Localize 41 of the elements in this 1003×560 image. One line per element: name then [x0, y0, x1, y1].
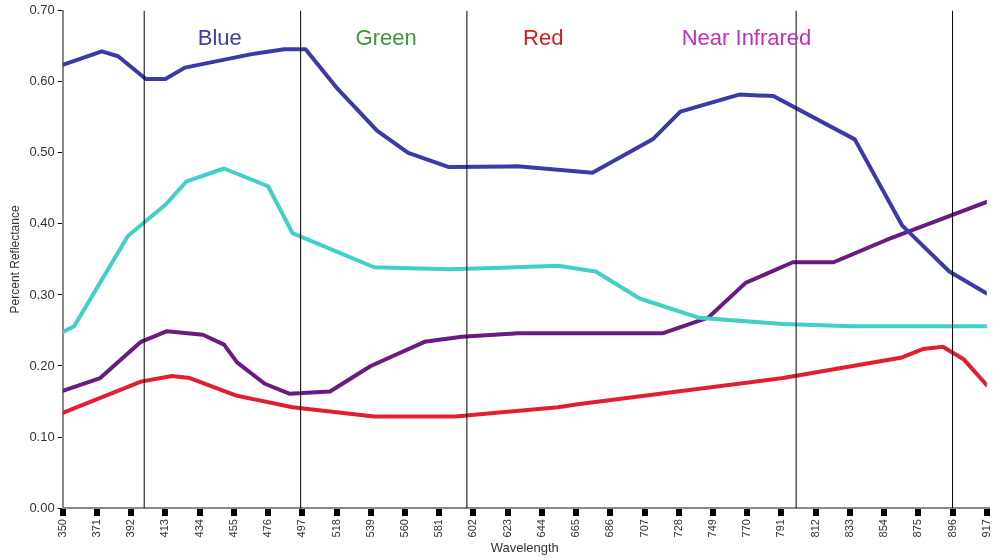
x-tick-label: 707: [637, 519, 650, 538]
x-tick-label: 791: [774, 519, 787, 538]
annotation: Red: [523, 24, 564, 50]
x-tick-label: 896: [945, 519, 958, 538]
x-tick-label: 854: [877, 519, 890, 538]
x-tick-label: 749: [706, 519, 719, 538]
x-tick-label: 665: [569, 519, 582, 538]
y-tick-label: 0.10: [29, 428, 55, 444]
x-tick-label: 413: [158, 519, 171, 538]
x-tick-label: 350: [55, 519, 68, 538]
x-tick-label: 917: [979, 519, 992, 538]
x-tick-label: 770: [740, 519, 753, 538]
x-tick-label: 581: [432, 519, 445, 538]
y-tick-label: 0.30: [29, 286, 55, 302]
x-tick-label: 644: [534, 519, 547, 538]
x-tick-label: 812: [808, 519, 821, 538]
x-tick-label: 392: [124, 519, 137, 538]
x-tick-label: 539: [363, 519, 376, 538]
x-tick-label: 371: [89, 519, 102, 538]
x-tick-label: 434: [192, 519, 205, 538]
annotation: Blue: [197, 24, 242, 50]
x-tick-label: 833: [842, 519, 855, 538]
y-tick-label: 0.70: [29, 2, 55, 18]
x-tick-label: 497: [295, 519, 308, 538]
y-tick-label: 0.20: [29, 357, 55, 373]
x-tick-label: 476: [261, 519, 274, 538]
annotation: Green: [355, 24, 417, 50]
x-tick-label: 623: [500, 519, 513, 538]
y-tick-label: 0.40: [29, 215, 55, 231]
x-tick-label: 518: [329, 519, 342, 538]
x-tick-label: 728: [671, 519, 684, 538]
y-tick-label: 0.00: [29, 499, 55, 515]
x-tick-label: 455: [226, 519, 239, 538]
y-tick-label: 0.50: [29, 144, 55, 160]
x-tick-label: 560: [397, 519, 410, 538]
x-tick-label: 602: [466, 519, 479, 538]
x-tick-label: 875: [911, 519, 924, 538]
x-axis-title: Wavelength: [490, 539, 559, 555]
y-axis-title: Percent Reflectance: [7, 205, 22, 314]
y-tick-label: 0.60: [29, 73, 55, 89]
x-tick-label: 686: [603, 519, 616, 538]
